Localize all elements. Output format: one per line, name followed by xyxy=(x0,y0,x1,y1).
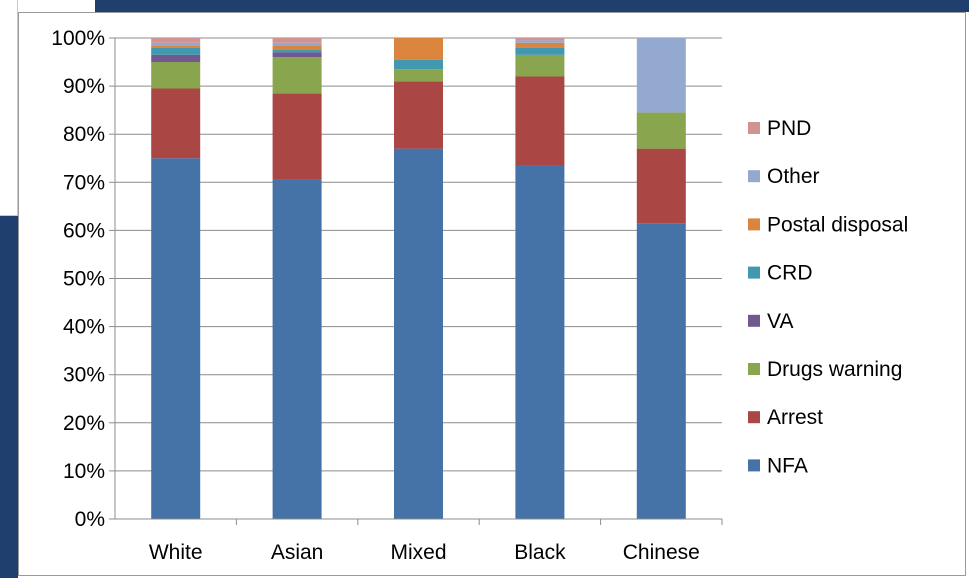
y-tick-label: 60% xyxy=(63,219,105,242)
bar-segment-white-pnd xyxy=(151,38,201,43)
y-tick-label: 20% xyxy=(63,412,105,435)
bar-segment-asian-drugs-warning xyxy=(272,57,322,94)
bar-segment-asian-pnd xyxy=(272,38,322,43)
x-tick-label: Asian xyxy=(271,541,324,564)
bar-segment-asian-nfa xyxy=(272,179,322,519)
bar-segment-black-crd xyxy=(515,47,565,55)
bar-segment-chinese-nfa xyxy=(636,223,686,519)
y-tick-label: 0% xyxy=(75,508,105,531)
bar-segment-chinese-other xyxy=(636,38,686,113)
background-top-band xyxy=(95,0,969,12)
bar-segment-white-va xyxy=(151,54,201,63)
legend-swatch-other xyxy=(748,170,760,183)
y-tick-label: 50% xyxy=(63,268,105,291)
legend: PND Other Postal disposal CRD VA Drugs warnin… xyxy=(748,117,908,477)
bar-segment-mixed-postal-disposal xyxy=(394,38,443,60)
legend-swatch-pnd xyxy=(748,122,760,134)
y-tick-label: 100% xyxy=(51,27,105,50)
legend-swatch-postal-disposal xyxy=(748,218,760,231)
bar-segment-black-postal-disposal xyxy=(515,42,565,48)
bar-segment-white-drugs-warning xyxy=(151,62,201,89)
bar-segment-asian-arrest xyxy=(272,93,322,180)
legend-label-arrest: Arrest xyxy=(767,406,823,429)
bar-segment-mixed-arrest xyxy=(394,81,443,149)
legend-label-other: Other xyxy=(767,165,820,188)
legend-swatch-va xyxy=(748,314,760,327)
y-tick-label: 10% xyxy=(63,460,105,483)
bar-segment-asian-postal-disposal xyxy=(272,45,322,51)
bars xyxy=(151,38,686,519)
y-tick-label: 30% xyxy=(63,364,105,387)
x-tick-label: Black xyxy=(514,541,566,564)
legend-label-nfa: NFA xyxy=(767,454,808,477)
y-tick-label: 80% xyxy=(63,123,105,146)
bar-segment-black-nfa xyxy=(515,165,565,519)
y-tick-label: 90% xyxy=(63,75,105,98)
bar-segment-chinese-drugs-warning xyxy=(636,112,686,149)
axes: 0% 10% 20% 30% 40% 50% 60% 70% 80% 90% 100% White As… xyxy=(51,27,723,564)
bar-segment-white-other xyxy=(151,42,201,46)
bar-segment-asian-va xyxy=(272,52,322,58)
bar-segment-black-other xyxy=(515,40,565,43)
bar-segment-white-postal-disposal xyxy=(151,45,201,48)
bar-segment-white-nfa xyxy=(151,158,201,519)
bar-segment-black-drugs-warning xyxy=(515,54,565,77)
legend-label-postal-disposal: Postal disposal xyxy=(767,213,908,236)
stacked-bar-chart: 0% 10% 20% 30% 40% 50% 60% 70% 80% 90% 100% White As… xyxy=(51,27,908,564)
legend-label-va: VA xyxy=(767,310,793,333)
bar-segment-mixed-drugs-warning xyxy=(394,69,443,82)
bar-segment-white-arrest xyxy=(151,88,201,159)
x-tick-label: Chinese xyxy=(623,541,700,564)
bar-segment-asian-crd xyxy=(272,50,322,53)
legend-swatch-crd xyxy=(748,266,760,279)
legend-label-drugs-warning: Drugs warning xyxy=(767,358,902,381)
legend-swatch-arrest xyxy=(748,411,760,424)
bar-segment-chinese-arrest xyxy=(636,148,686,224)
background-left-band xyxy=(0,216,18,578)
legend-swatch-drugs-warning xyxy=(748,363,760,375)
y-tick-label: 40% xyxy=(63,316,105,339)
y-tick-label: 70% xyxy=(63,171,105,194)
background-slide-box xyxy=(0,0,18,216)
legend-label-pnd: PND xyxy=(767,117,811,140)
bar-segment-asian-other xyxy=(272,42,322,46)
x-tick-label: Mixed xyxy=(390,541,446,564)
bar-segment-black-arrest xyxy=(515,76,565,166)
chart-panel: 0% 10% 20% 30% 40% 50% 60% 70% 80% 90% 100% White As… xyxy=(18,12,966,576)
bar-segment-mixed-crd xyxy=(394,59,443,70)
legend-label-crd: CRD xyxy=(767,262,813,285)
bar-segment-mixed-nfa xyxy=(394,148,443,519)
bar-segment-white-crd xyxy=(151,47,201,55)
x-tick-label: White xyxy=(149,541,203,564)
bar-segment-black-pnd xyxy=(515,38,565,41)
legend-swatch-nfa xyxy=(748,459,760,472)
